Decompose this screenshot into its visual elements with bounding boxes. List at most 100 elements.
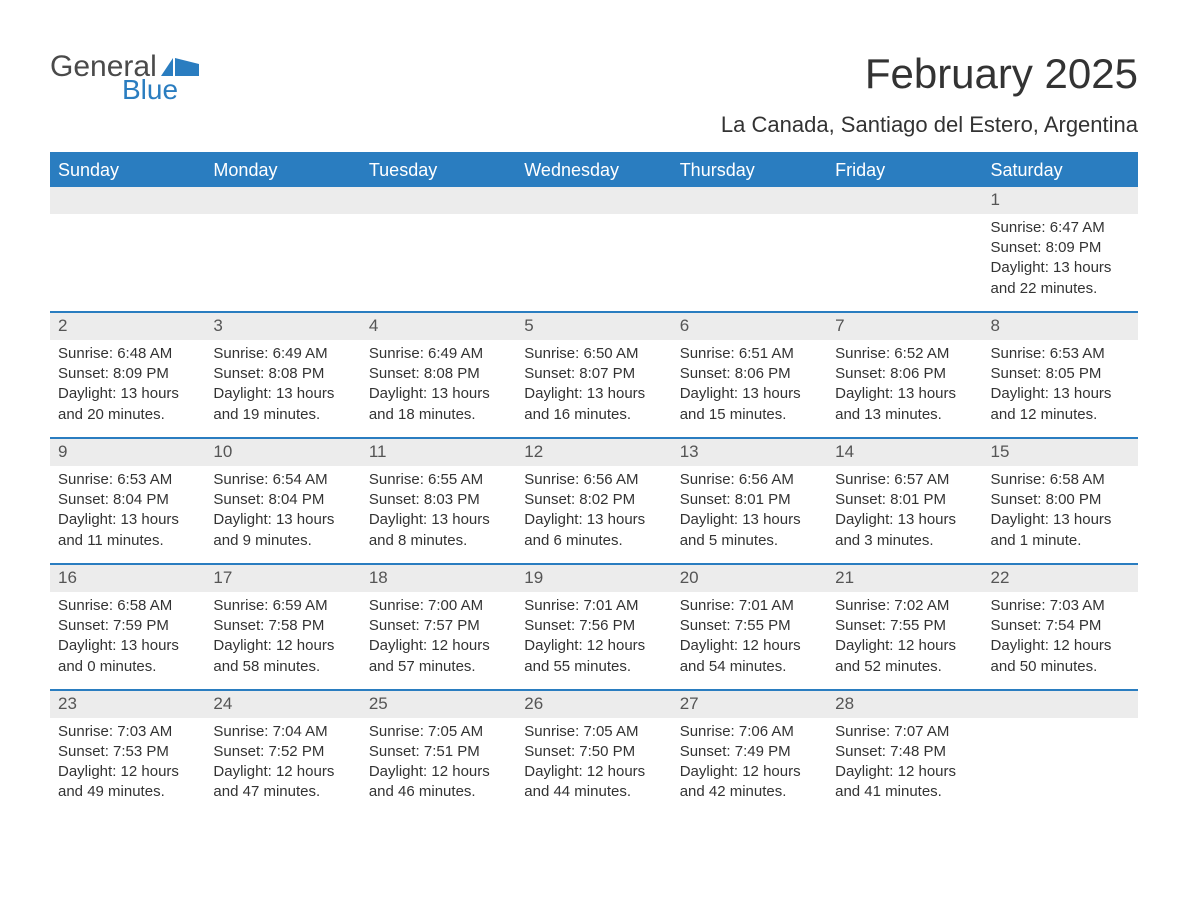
day-number: 15	[983, 439, 1138, 466]
day-number: 13	[672, 439, 827, 466]
daylight-text: Daylight: 12 hours and 47 minutes.	[213, 762, 352, 803]
day-data: Sunrise: 7:05 AMSunset: 7:51 PMDaylight:…	[361, 718, 516, 815]
day-data: Sunrise: 6:56 AMSunset: 8:01 PMDaylight:…	[672, 466, 827, 563]
day-data: Sunrise: 7:03 AMSunset: 7:53 PMDaylight:…	[50, 718, 205, 815]
sunset-text: Sunset: 7:53 PM	[58, 742, 197, 762]
daylight-text: Daylight: 13 hours and 1 minute.	[991, 510, 1130, 551]
calendar-cell: 2Sunrise: 6:48 AMSunset: 8:09 PMDaylight…	[50, 313, 205, 437]
day-number: 24	[205, 691, 360, 718]
day-data: Sunrise: 6:55 AMSunset: 8:03 PMDaylight:…	[361, 466, 516, 563]
sunset-text: Sunset: 8:08 PM	[369, 364, 508, 384]
sunset-text: Sunset: 7:54 PM	[991, 616, 1130, 636]
logo-blue-text: Blue	[122, 74, 199, 106]
daylight-text: Daylight: 13 hours and 3 minutes.	[835, 510, 974, 551]
sunrise-text: Sunrise: 6:53 AM	[991, 344, 1130, 364]
calendar-cell: 14Sunrise: 6:57 AMSunset: 8:01 PMDayligh…	[827, 439, 982, 563]
daylight-text: Daylight: 13 hours and 15 minutes.	[680, 384, 819, 425]
daylight-text: Daylight: 12 hours and 54 minutes.	[680, 636, 819, 677]
calendar-cell: 20Sunrise: 7:01 AMSunset: 7:55 PMDayligh…	[672, 565, 827, 689]
day-number: 3	[205, 313, 360, 340]
sunrise-text: Sunrise: 6:50 AM	[524, 344, 663, 364]
sunset-text: Sunset: 7:51 PM	[369, 742, 508, 762]
day-data: Sunrise: 7:02 AMSunset: 7:55 PMDaylight:…	[827, 592, 982, 689]
sunset-text: Sunset: 8:01 PM	[680, 490, 819, 510]
day-header-sat: Saturday	[983, 154, 1138, 187]
day-data: Sunrise: 6:52 AMSunset: 8:06 PMDaylight:…	[827, 340, 982, 437]
day-number: 19	[516, 565, 671, 592]
calendar-cell: 21Sunrise: 7:02 AMSunset: 7:55 PMDayligh…	[827, 565, 982, 689]
daylight-text: Daylight: 12 hours and 44 minutes.	[524, 762, 663, 803]
daylight-text: Daylight: 13 hours and 16 minutes.	[524, 384, 663, 425]
sunset-text: Sunset: 8:07 PM	[524, 364, 663, 384]
sunrise-text: Sunrise: 7:03 AM	[58, 722, 197, 742]
calendar-cell	[361, 187, 516, 311]
day-number: 28	[827, 691, 982, 718]
day-data: Sunrise: 6:58 AMSunset: 7:59 PMDaylight:…	[50, 592, 205, 689]
sunset-text: Sunset: 7:48 PM	[835, 742, 974, 762]
daylight-text: Daylight: 13 hours and 12 minutes.	[991, 384, 1130, 425]
sunrise-text: Sunrise: 6:56 AM	[524, 470, 663, 490]
sunset-text: Sunset: 7:55 PM	[680, 616, 819, 636]
day-data: Sunrise: 7:05 AMSunset: 7:50 PMDaylight:…	[516, 718, 671, 815]
daylight-text: Daylight: 12 hours and 46 minutes.	[369, 762, 508, 803]
day-number	[827, 187, 982, 214]
logo: General Blue	[50, 50, 199, 106]
day-header-tue: Tuesday	[361, 154, 516, 187]
calendar-cell: 27Sunrise: 7:06 AMSunset: 7:49 PMDayligh…	[672, 691, 827, 815]
sunset-text: Sunset: 8:03 PM	[369, 490, 508, 510]
calendar-cell: 28Sunrise: 7:07 AMSunset: 7:48 PMDayligh…	[827, 691, 982, 815]
calendar-cell: 15 Sunrise: 6:58 AMSunset: 8:00 PMDayligh…	[983, 439, 1138, 563]
calendar-cell: 4Sunrise: 6:49 AMSunset: 8:08 PMDaylight…	[361, 313, 516, 437]
calendar-cell: 16Sunrise: 6:58 AMSunset: 7:59 PMDayligh…	[50, 565, 205, 689]
sunset-text: Sunset: 7:52 PM	[213, 742, 352, 762]
sunset-text: Sunset: 8:06 PM	[835, 364, 974, 384]
day-data: Sunrise: 6:57 AMSunset: 8:01 PMDaylight:…	[827, 466, 982, 563]
sunset-text: Sunset: 7:58 PM	[213, 616, 352, 636]
daylight-text: Daylight: 13 hours and 8 minutes.	[369, 510, 508, 551]
sunrise-text: Sunrise: 6:58 AM	[991, 470, 1130, 490]
sunset-text: Sunset: 8:00 PM	[991, 490, 1130, 510]
day-data: Sunrise: 6:59 AMSunset: 7:58 PMDaylight:…	[205, 592, 360, 689]
sunset-text: Sunset: 7:50 PM	[524, 742, 663, 762]
calendar-cell: 17Sunrise: 6:59 AMSunset: 7:58 PMDayligh…	[205, 565, 360, 689]
sunrise-text: Sunrise: 6:49 AM	[369, 344, 508, 364]
calendar-week: 23Sunrise: 7:03 AMSunset: 7:53 PMDayligh…	[50, 689, 1138, 815]
daylight-text: Daylight: 13 hours and 19 minutes.	[213, 384, 352, 425]
sunrise-text: Sunrise: 6:52 AM	[835, 344, 974, 364]
calendar-cell: 12Sunrise: 6:56 AMSunset: 8:02 PMDayligh…	[516, 439, 671, 563]
sunset-text: Sunset: 8:05 PM	[991, 364, 1130, 384]
calendar-cell	[672, 187, 827, 311]
day-number: 2	[50, 313, 205, 340]
day-header-fri: Friday	[827, 154, 982, 187]
calendar-cell: 18Sunrise: 7:00 AMSunset: 7:57 PMDayligh…	[361, 565, 516, 689]
day-number: 7	[827, 313, 982, 340]
sunrise-text: Sunrise: 7:07 AM	[835, 722, 974, 742]
sunrise-text: Sunrise: 7:01 AM	[524, 596, 663, 616]
day-number: 4	[361, 313, 516, 340]
day-number	[516, 187, 671, 214]
calendar-cell: 22Sunrise: 7:03 AMSunset: 7:54 PMDayligh…	[983, 565, 1138, 689]
daylight-text: Daylight: 13 hours and 6 minutes.	[524, 510, 663, 551]
day-header-row: Sunday Monday Tuesday Wednesday Thursday…	[50, 154, 1138, 187]
sunrise-text: Sunrise: 6:54 AM	[213, 470, 352, 490]
day-data: Sunrise: 7:03 AMSunset: 7:54 PMDaylight:…	[983, 592, 1138, 689]
day-data: Sunrise: 6:56 AMSunset: 8:02 PMDaylight:…	[516, 466, 671, 563]
day-data: Sunrise: 6:50 AMSunset: 8:07 PMDaylight:…	[516, 340, 671, 437]
calendar-cell: 9Sunrise: 6:53 AMSunset: 8:04 PMDaylight…	[50, 439, 205, 563]
sunrise-text: Sunrise: 6:53 AM	[58, 470, 197, 490]
calendar-cell: 5Sunrise: 6:50 AMSunset: 8:07 PMDaylight…	[516, 313, 671, 437]
daylight-text: Daylight: 12 hours and 58 minutes.	[213, 636, 352, 677]
day-data: Sunrise: 7:01 AMSunset: 7:56 PMDaylight:…	[516, 592, 671, 689]
day-data: Sunrise: 7:04 AMSunset: 7:52 PMDaylight:…	[205, 718, 360, 815]
sunset-text: Sunset: 7:57 PM	[369, 616, 508, 636]
day-number: 8	[983, 313, 1138, 340]
calendar-cell: 7Sunrise: 6:52 AMSunset: 8:06 PMDaylight…	[827, 313, 982, 437]
daylight-text: Daylight: 12 hours and 57 minutes.	[369, 636, 508, 677]
day-header-wed: Wednesday	[516, 154, 671, 187]
sunrise-text: Sunrise: 6:55 AM	[369, 470, 508, 490]
calendar-cell	[983, 691, 1138, 815]
calendar-week: 16Sunrise: 6:58 AMSunset: 7:59 PMDayligh…	[50, 563, 1138, 689]
header: General Blue February 2025	[50, 50, 1138, 106]
sunrise-text: Sunrise: 6:51 AM	[680, 344, 819, 364]
sunrise-text: Sunrise: 6:58 AM	[58, 596, 197, 616]
